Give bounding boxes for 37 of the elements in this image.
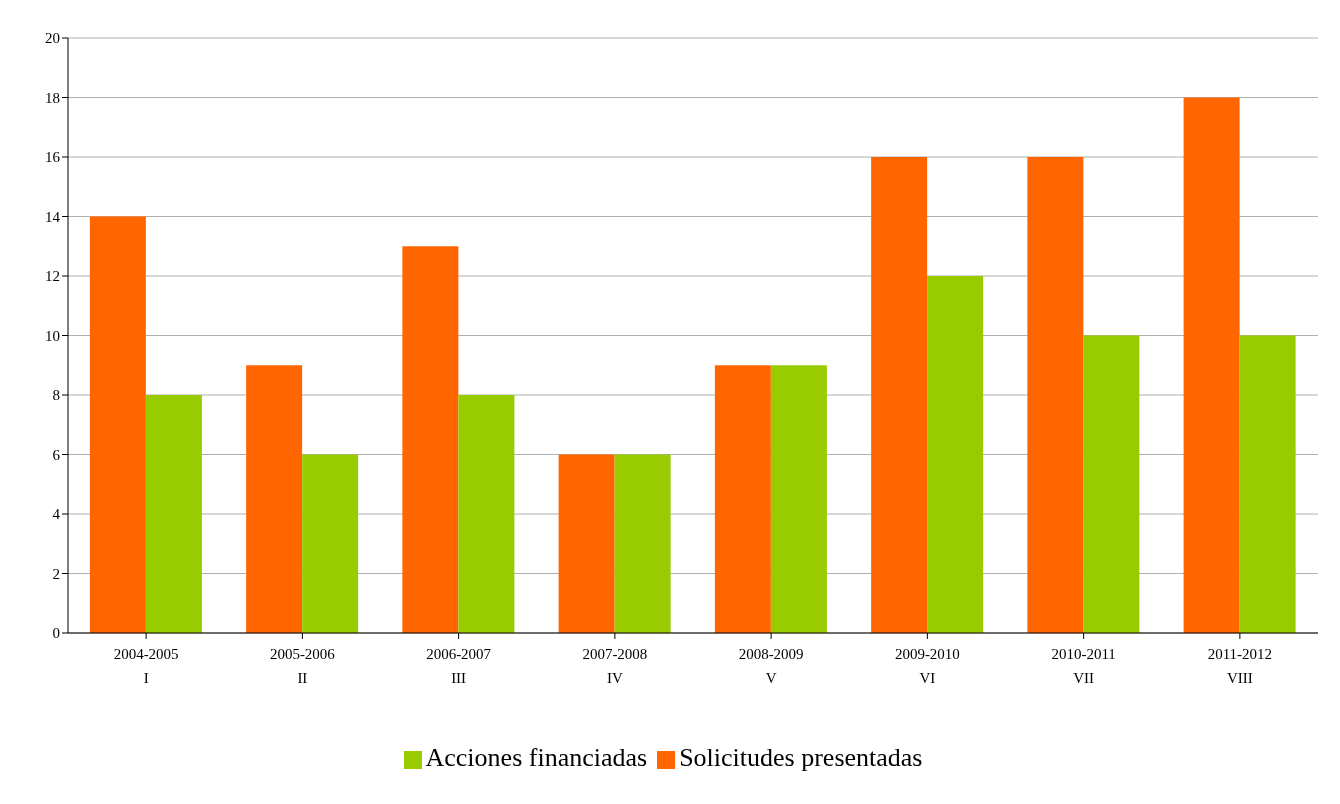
bar [302, 454, 359, 633]
bar [246, 365, 303, 633]
x-tick-label: 2011-2012 VIII [1207, 646, 1273, 686]
y-tick-label: 12 [45, 268, 60, 285]
y-tick-label: 16 [45, 149, 61, 166]
bar [714, 365, 771, 633]
y-tick-label: 18 [45, 89, 60, 106]
y-tick-label: 6 [52, 446, 61, 463]
bar [614, 454, 671, 633]
bar [1239, 335, 1296, 633]
bar [871, 157, 928, 633]
legend-label: Acciones financiadas [425, 743, 648, 772]
bar [145, 395, 202, 633]
legend-label: Solicitudes presentadas [679, 743, 923, 772]
y-tick-label: 14 [45, 208, 61, 225]
y-tick-label: 8 [52, 387, 60, 404]
x-tick-label: 2010-2011 VII [1051, 646, 1116, 686]
bar [402, 246, 459, 633]
x-tick-label: 2007-2008 IV [582, 646, 648, 686]
bar [558, 454, 615, 633]
bar [1183, 97, 1240, 633]
bar [1083, 335, 1140, 633]
y-tick-label: 2 [52, 565, 60, 582]
x-tick-label: 2004-2005 I [113, 646, 179, 686]
y-tick-label: 10 [45, 327, 60, 344]
x-tick-label: 2009-2010 VI [894, 646, 960, 686]
bar [1027, 157, 1084, 633]
y-tick-label: 20 [45, 30, 60, 47]
bar [770, 365, 827, 633]
x-tick-label: 2006-2007 III [426, 646, 492, 686]
bar [458, 395, 515, 633]
x-tick-label: 2005-2006 II [269, 646, 336, 686]
x-tick-label: 2008-2009 V [738, 646, 804, 686]
y-tick-label: 4 [52, 506, 61, 523]
bar [927, 276, 984, 633]
bar [89, 216, 146, 633]
y-tick-label: 0 [52, 625, 60, 642]
